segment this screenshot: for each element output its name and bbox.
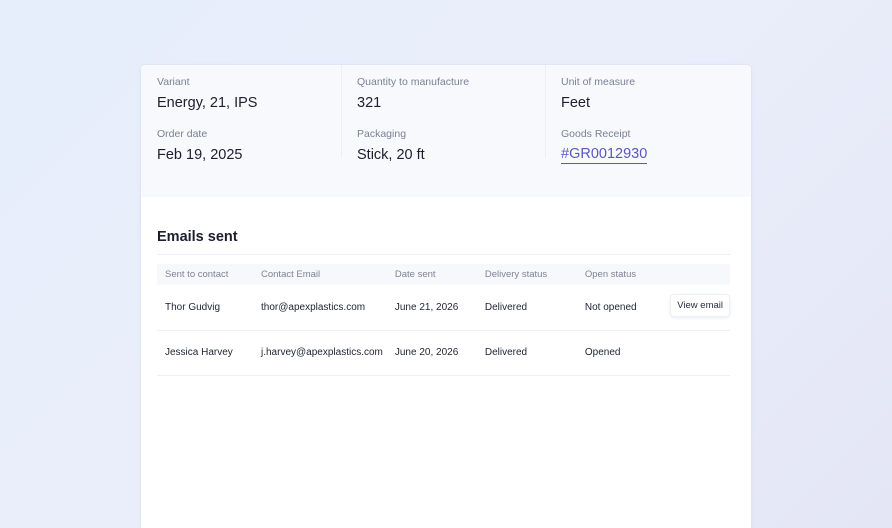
field-quantity: Quantity to manufacture 321 — [357, 75, 529, 113]
cell-open-status: Not opened — [576, 285, 662, 331]
view-email-button[interactable]: View email — [670, 293, 730, 317]
cell-delivery-status: Delivered — [476, 330, 577, 376]
emails-table: Sent to contact Contact Email Date sent … — [157, 264, 730, 376]
cell-open-status: Opened — [576, 330, 662, 376]
column-header-date: Date sent — [394, 269, 436, 280]
column-header-delivery: Delivery status — [484, 269, 548, 280]
field-label: Variant — [157, 76, 190, 88]
field-goods-receipt: Goods Receipt #GR0012930 — [561, 127, 735, 164]
field-value: 321 — [357, 95, 382, 111]
details-column-3: Unit of measure Feet Goods Receipt #GR00… — [545, 65, 751, 197]
cell-email: thor@apexplastics.com — [253, 285, 391, 331]
field-value: Stick, 20 ft — [357, 147, 425, 163]
table-row: Jessica Harvey j.harvey@apexplastics.com… — [157, 330, 730, 376]
order-detail-card: Variant Energy, 21, IPS Order date Feb 1… — [141, 65, 751, 528]
column-header-contact: Sent to contact — [165, 269, 229, 280]
cell-delivery-status: Delivered — [476, 285, 577, 331]
cell-contact: Thor Gudvig — [157, 285, 253, 331]
details-column-2: Quantity to manufacture 321 Packaging St… — [341, 65, 545, 197]
field-label: Order date — [157, 128, 208, 140]
field-variant: Variant Energy, 21, IPS — [157, 75, 325, 113]
field-packaging: Packaging Stick, 20 ft — [357, 127, 529, 165]
details-column-1: Variant Energy, 21, IPS Order date Feb 1… — [141, 65, 341, 197]
column-header-action — [662, 264, 730, 285]
table-row: Thor Gudvig thor@apexplastics.com June 2… — [157, 285, 730, 331]
table-header-row: Sent to contact Contact Email Date sent … — [157, 264, 730, 285]
field-value: Feb 19, 2025 — [157, 147, 243, 163]
field-label: Goods Receipt — [561, 128, 631, 140]
cell-contact: Jessica Harvey — [157, 330, 253, 376]
field-label: Packaging — [357, 128, 407, 140]
column-header-open: Open status — [584, 269, 637, 280]
section-title: Emails sent — [157, 227, 731, 255]
cell-date: June 21, 2026 — [390, 285, 477, 331]
field-label: Unit of measure — [561, 76, 636, 88]
field-unit-of-measure: Unit of measure Feet — [561, 75, 735, 113]
field-value: Feet — [561, 95, 591, 111]
cell-action: View email — [661, 285, 730, 331]
column-header-email: Contact Email — [261, 269, 321, 280]
emails-sent-section: Emails sent Sent to contact Contact Emai… — [141, 197, 751, 376]
cell-date: June 20, 2026 — [390, 330, 477, 376]
goods-receipt-link[interactable]: #GR0012930 — [561, 146, 648, 164]
field-label: Quantity to manufacture — [357, 76, 470, 88]
cell-email: j.harvey@apexplastics.com — [253, 330, 391, 376]
field-value: Energy, 21, IPS — [157, 95, 258, 111]
cell-action — [661, 330, 730, 376]
order-details-panel: Variant Energy, 21, IPS Order date Feb 1… — [141, 65, 751, 197]
field-order-date: Order date Feb 19, 2025 — [157, 127, 325, 165]
